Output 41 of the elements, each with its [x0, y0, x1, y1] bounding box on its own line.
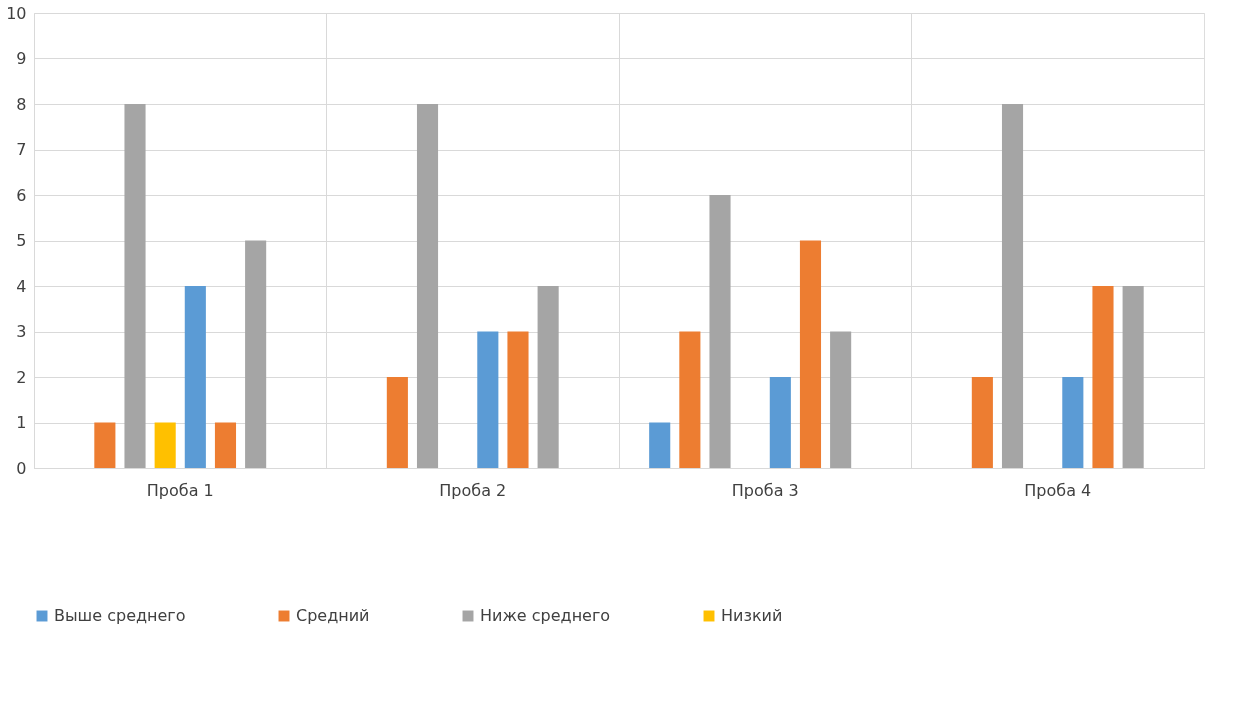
bar: [184, 286, 206, 468]
bar: [830, 331, 852, 468]
bar: [537, 286, 559, 468]
y-tick-label: 9: [16, 49, 27, 68]
x-tick-label: Проба 2: [439, 480, 507, 500]
bar: [1122, 286, 1144, 468]
bar: [245, 240, 267, 468]
bar: [971, 377, 993, 468]
bar: [649, 422, 671, 468]
legend-label: Средний: [296, 606, 370, 625]
bar: [386, 377, 408, 468]
bar: [679, 331, 701, 468]
legend-label: Ниже среднего: [480, 606, 611, 625]
bar: [416, 104, 439, 468]
bar: [1001, 104, 1024, 468]
bar: [799, 240, 822, 468]
y-tick-label: 4: [16, 276, 27, 296]
y-tick-label: 5: [16, 231, 27, 250]
legend-label: Выше среднего: [54, 606, 186, 625]
x-tick-label: Проба 1: [146, 480, 214, 500]
y-tick-label: 3: [16, 322, 27, 341]
bar: [214, 422, 237, 468]
y-tick-label: 2: [16, 367, 27, 387]
y-tick-label: 10: [6, 3, 27, 23]
bar: [94, 422, 116, 468]
y-tick-label: 8: [16, 94, 27, 114]
bar: [154, 422, 176, 468]
bar: [1092, 286, 1114, 468]
y-tick-label: 6: [16, 185, 27, 205]
y-tick-label: 7: [16, 140, 27, 159]
bar: [507, 331, 529, 468]
bar: [124, 104, 146, 468]
bar: [709, 195, 731, 468]
x-tick-label: Проба 3: [731, 480, 799, 500]
legend-label: Низкий: [721, 606, 783, 625]
y-tick-label: 0: [16, 458, 27, 478]
bar: [769, 377, 791, 468]
bar: [477, 331, 499, 468]
y-tick-label: 1: [16, 413, 27, 432]
x-tick-label: Проба 4: [1024, 480, 1092, 500]
bar: [1062, 377, 1084, 468]
